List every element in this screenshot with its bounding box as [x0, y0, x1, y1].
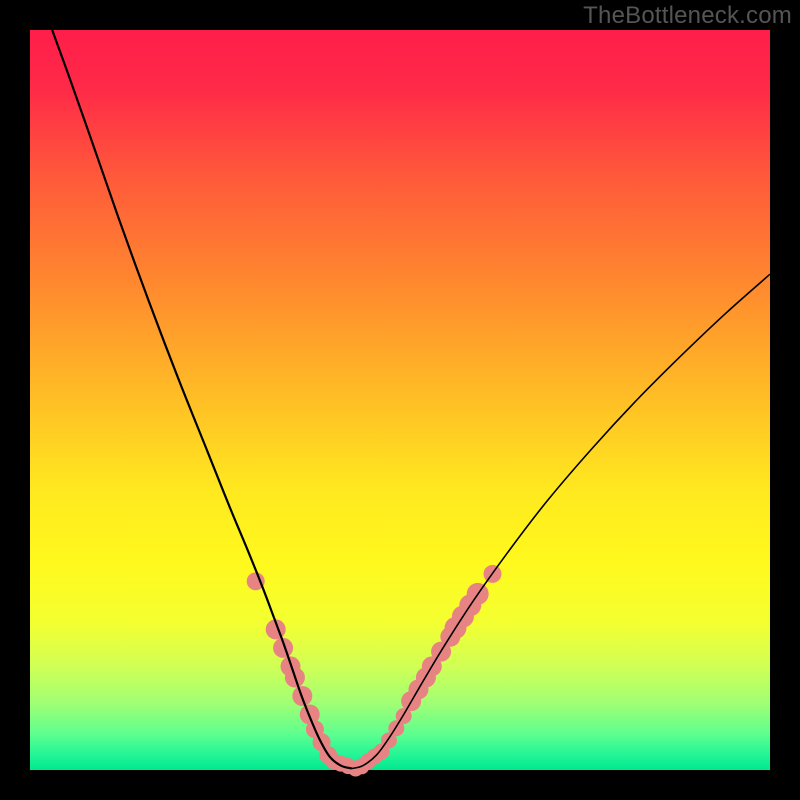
- plot-background: [30, 30, 770, 770]
- plot-svg: [0, 0, 800, 800]
- watermark-text: TheBottleneck.com: [583, 2, 792, 30]
- chart-frame: TheBottleneck.com: [0, 0, 800, 800]
